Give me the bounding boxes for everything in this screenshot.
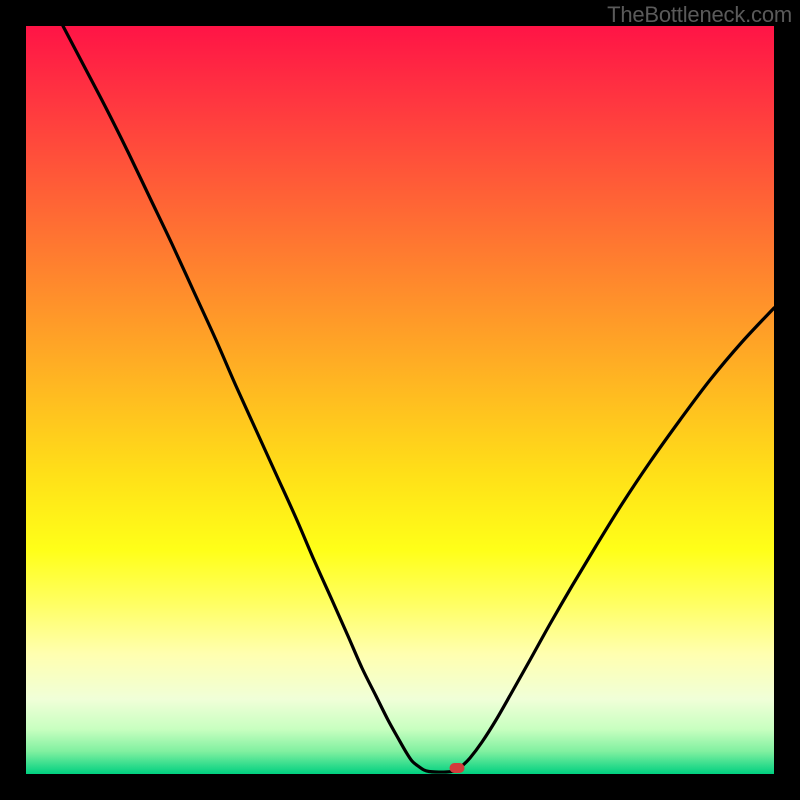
gradient-background bbox=[26, 26, 774, 774]
watermark-label: TheBottleneck.com bbox=[607, 2, 792, 28]
min-marker bbox=[450, 763, 465, 773]
chart-svg bbox=[26, 26, 774, 774]
plot-area bbox=[26, 26, 774, 774]
